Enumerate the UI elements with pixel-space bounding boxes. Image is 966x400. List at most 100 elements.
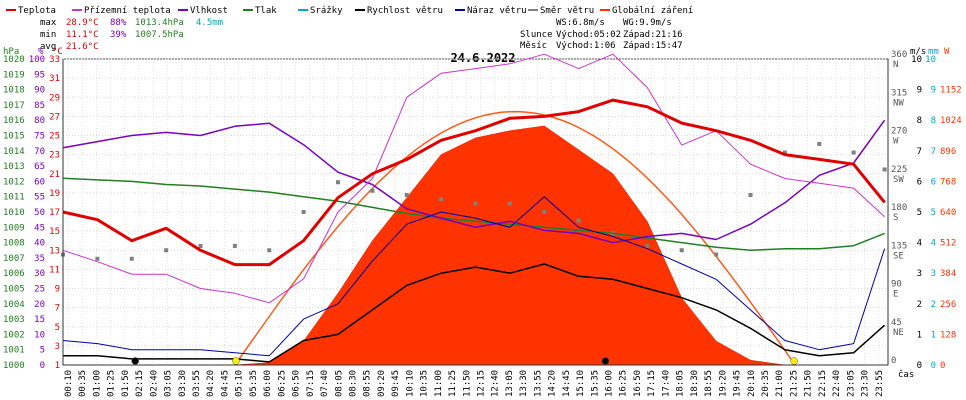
x-tick: 12:40	[491, 370, 501, 397]
hpa-tick: 1011	[3, 193, 25, 203]
x-tick: 19:20	[718, 370, 728, 397]
pct-tick: 55	[34, 193, 45, 203]
x-tick: 09:20	[377, 370, 387, 397]
w-tick: 640	[940, 208, 956, 218]
wind-direction-point	[473, 201, 478, 206]
legend-label: Tlak	[255, 6, 277, 16]
wind-direction-point	[95, 256, 100, 261]
temp-tick: 13	[49, 246, 60, 256]
direction-tick: 90	[891, 280, 902, 290]
direction-tick: 0	[891, 356, 896, 366]
legend-label: Srážky	[310, 6, 343, 16]
pct-tick: 85	[34, 101, 45, 111]
temp-tick: 7	[55, 304, 60, 314]
hpa-tick: 1010	[3, 208, 25, 218]
hpa-unit: hPa	[3, 47, 19, 57]
direction-tick-label: SE	[893, 251, 904, 261]
sunset-marker	[790, 357, 798, 365]
ms-tick: 10	[911, 55, 922, 65]
x-tick: 12:15	[477, 370, 487, 397]
moon-rise-marker	[131, 357, 139, 365]
mm-unit: mm	[928, 47, 939, 57]
x-tick: 04:45	[220, 370, 230, 397]
w-tick: 896	[940, 147, 956, 157]
x-tick: 08:55	[363, 370, 373, 397]
mm-tick: 0	[931, 361, 936, 371]
x-tick: 00:35	[78, 370, 88, 397]
hpa-tick: 1007	[3, 254, 25, 264]
mm-tick: 5	[931, 208, 936, 218]
moon-set: Západ:15:47	[623, 41, 683, 51]
x-tick: 13:05	[505, 370, 515, 397]
w-tick: 0	[940, 361, 945, 371]
pct-tick: 95	[34, 70, 45, 80]
ms-tick: 9	[917, 86, 922, 96]
ground-temperature-line	[62, 53, 885, 304]
stat-max-press: 1013.4hPa	[135, 18, 184, 28]
direction-tick-label: W	[893, 137, 899, 147]
mm-tick: 3	[931, 269, 936, 279]
wind-speed-line	[63, 263, 886, 363]
temp-tick: 5	[55, 323, 60, 333]
wind-direction-point	[439, 197, 444, 202]
legend-item: Směr větru	[528, 6, 594, 16]
pct-tick: 60	[34, 177, 45, 187]
w-tick: 128	[940, 330, 956, 340]
wind-direction-point	[782, 150, 787, 155]
moon-set-marker	[601, 357, 610, 365]
moon-rise: Východ:1:06	[556, 41, 616, 51]
x-tick: 22:40	[832, 370, 842, 397]
x-tick: 09:45	[391, 370, 401, 397]
legend-item: Tlak	[243, 6, 277, 16]
mm-tick: 1	[931, 330, 936, 340]
wind-direction-point	[714, 252, 719, 257]
pct-tick: 35	[34, 254, 45, 264]
pct-tick: 30	[34, 269, 45, 279]
x-tick: 22:15	[818, 370, 828, 397]
legend-item: Vlhkost	[178, 6, 228, 16]
stats-panel: max 28.9°C 88% 1013.4hPa 4.5mm min 11.1°…	[40, 18, 223, 52]
hpa-tick: 1005	[3, 285, 25, 295]
stat-max-temp: 28.9°C	[66, 18, 99, 28]
hpa-tick: 1016	[3, 116, 25, 126]
legend-item: Náraz větru	[455, 6, 527, 16]
x-tick: 13:30	[519, 370, 529, 397]
hpa-tick: 1003	[3, 315, 25, 325]
mm-tick: 4	[931, 239, 936, 249]
legend-label: Globální záření	[612, 6, 693, 16]
wind-direction-point	[507, 201, 512, 206]
legend-label: Vlhkost	[190, 6, 228, 16]
x-tick: 03:05	[164, 370, 174, 397]
chart-title: 24.6.2022	[450, 51, 515, 65]
legend-label: Náraz větru	[467, 6, 527, 16]
x-tick: 18:05	[676, 370, 686, 397]
wind-gust-max: WG:9.9m/s	[623, 18, 672, 28]
temp-tick: 33	[49, 55, 60, 65]
hpa-tick: 1018	[3, 86, 25, 96]
pct-tick: 100	[29, 55, 45, 65]
sunrise-marker	[232, 357, 240, 365]
direction-tick-label: NW	[893, 98, 904, 108]
stat-min-hum: 39%	[110, 30, 127, 40]
ms-unit: m/s	[910, 47, 926, 57]
temp-tick: 25	[49, 132, 60, 142]
wind-direction-point	[679, 248, 684, 253]
x-axis-label: čas	[898, 369, 914, 380]
ms-tick: 4	[917, 239, 922, 249]
mm-tick: 9	[931, 86, 936, 96]
legend-label: Rychlost větru	[367, 6, 443, 16]
w-tick: 1152	[940, 86, 962, 96]
pct-tick: 65	[34, 162, 45, 172]
x-tick: 01:25	[107, 370, 117, 397]
pct-tick: 25	[34, 285, 45, 295]
direction-tick: 225	[891, 165, 907, 175]
w-unit: W	[944, 47, 950, 57]
w-tick: 384	[940, 269, 956, 279]
x-tick: 20:10	[747, 370, 757, 397]
pressure-line	[62, 177, 885, 252]
x-tick: 02:40	[149, 370, 159, 397]
ms-tick: 1	[917, 330, 922, 340]
mm-tick: 8	[931, 116, 936, 126]
x-tick: 21:50	[804, 370, 814, 397]
wind-direction-point	[576, 218, 581, 223]
